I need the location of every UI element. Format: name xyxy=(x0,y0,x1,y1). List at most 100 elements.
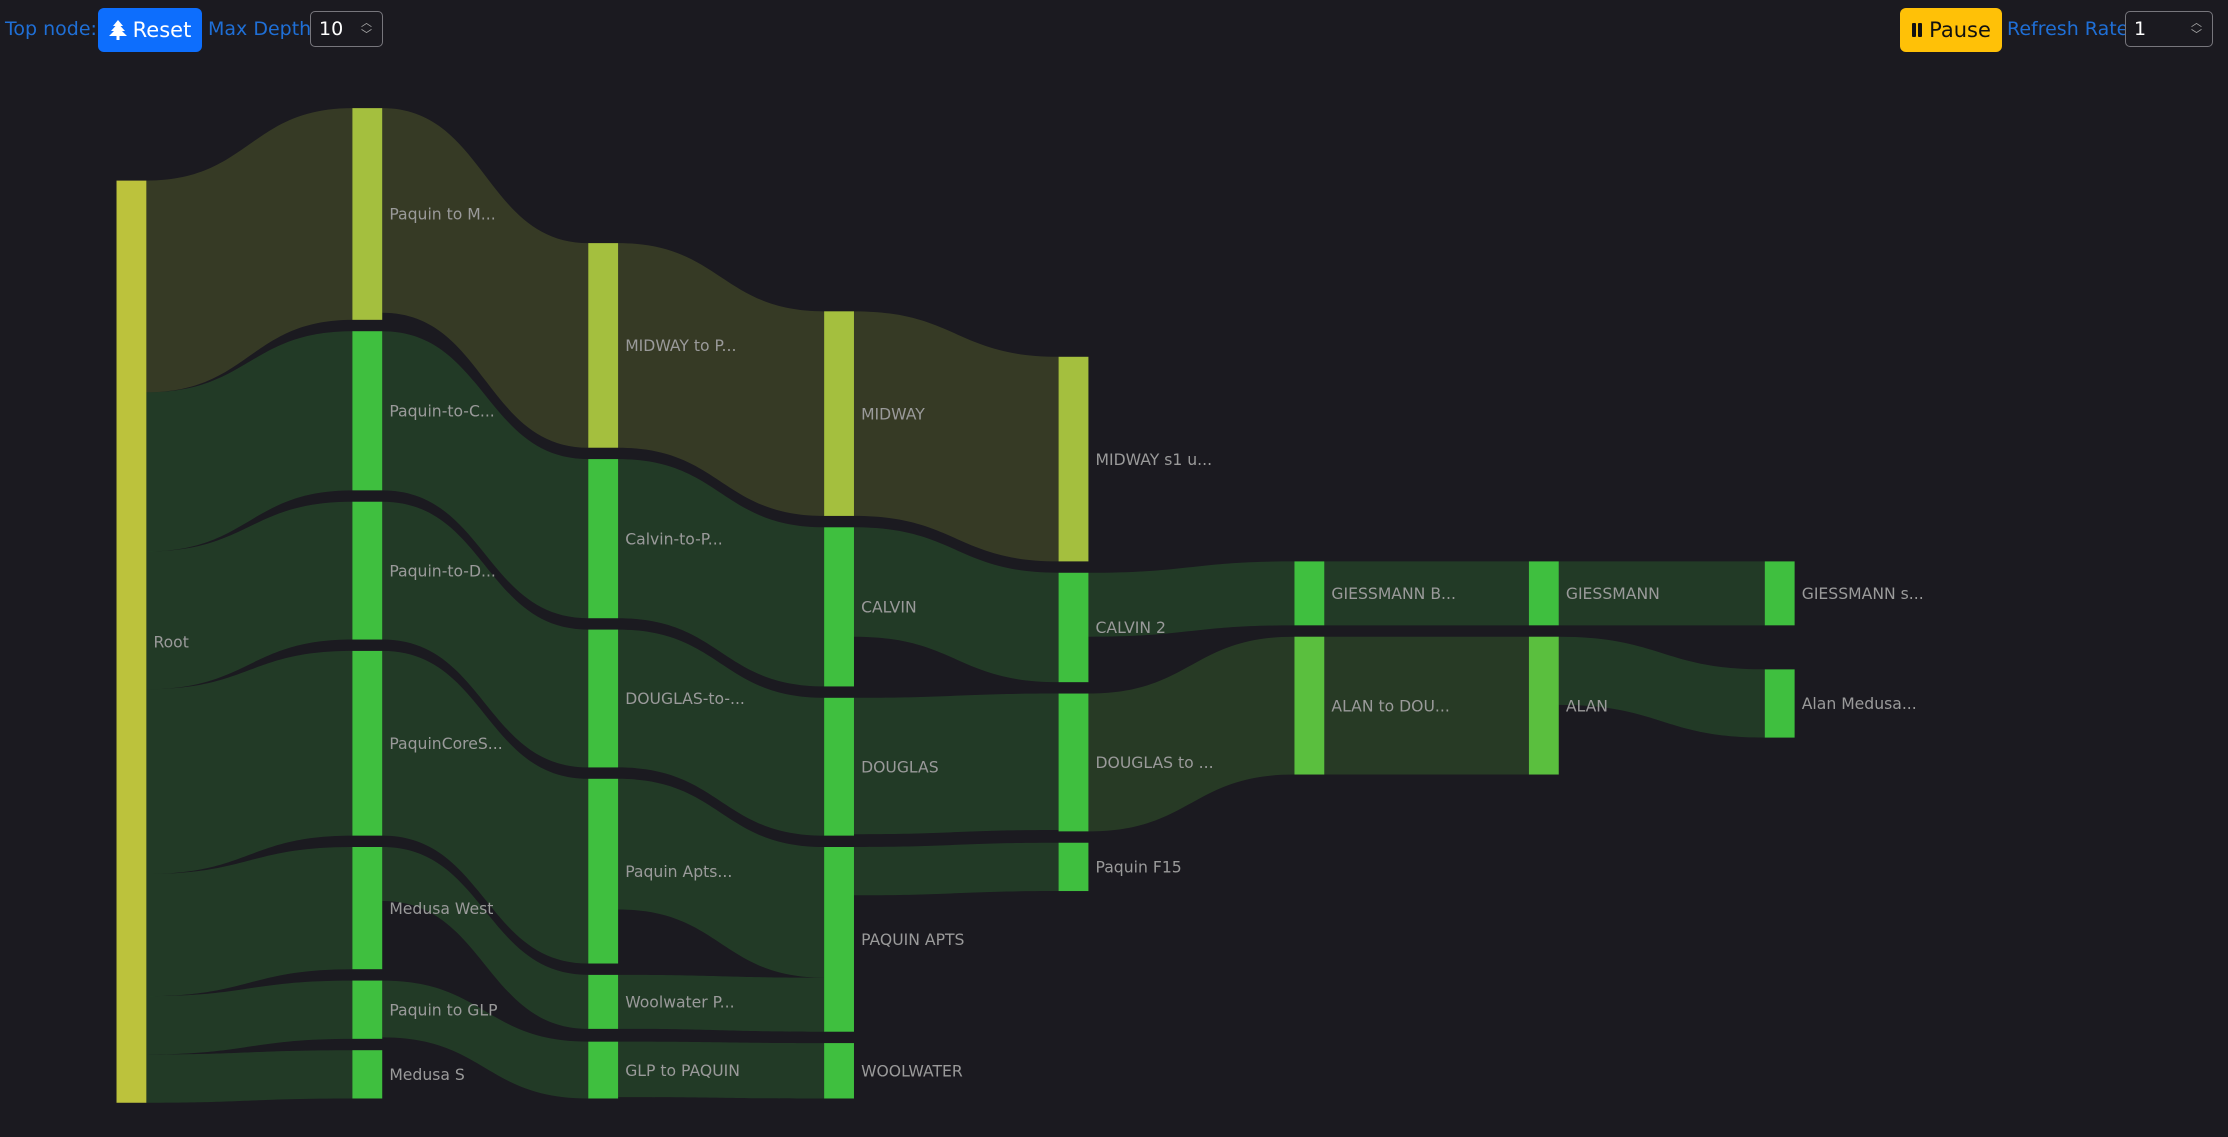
node-bar[interactable] xyxy=(352,650,383,836)
node-ms[interactable]: Medusa S xyxy=(352,1050,465,1099)
link-douglas-dto[interactable] xyxy=(853,693,1059,835)
tree-icon xyxy=(108,20,127,40)
node-bar[interactable] xyxy=(824,527,854,687)
link-root-mw[interactable] xyxy=(146,847,353,997)
node-label: WOOLWATER xyxy=(861,1061,963,1080)
node-am[interactable]: Alan Medusa... xyxy=(1764,669,1917,738)
node-bar[interactable] xyxy=(1058,842,1089,892)
link-root-pd[interactable] xyxy=(146,501,353,690)
node-bar[interactable] xyxy=(1528,561,1559,626)
links xyxy=(146,108,1765,1103)
link-root-pcs[interactable] xyxy=(146,650,353,874)
node-dto[interactable]: DOUGLAS to ... xyxy=(1058,693,1214,832)
link-pc-ctp[interactable] xyxy=(382,331,589,619)
link-pglp-glpp[interactable] xyxy=(382,980,589,1099)
node-bar[interactable] xyxy=(1058,572,1089,683)
node-dtp[interactable]: DOUGLAS-to-... xyxy=(588,629,745,768)
link-wp-paquinapts[interactable] xyxy=(618,974,825,1032)
node-bar[interactable] xyxy=(1058,693,1089,832)
node-pglp[interactable]: Paquin to GLP xyxy=(352,980,498,1039)
reset-label: Reset xyxy=(132,18,192,42)
node-pd[interactable]: Paquin-to-D... xyxy=(352,501,496,640)
node-pcs[interactable]: PaquinCoreS... xyxy=(352,650,503,836)
node-label: GLP to PAQUIN xyxy=(625,1061,740,1080)
link-root-pm[interactable] xyxy=(146,108,353,393)
refresh-rate-input[interactable]: 1 ︿ ﹀ xyxy=(2125,11,2213,47)
link-root-ms[interactable] xyxy=(146,1050,353,1103)
node-bar[interactable] xyxy=(588,243,619,448)
link-calvin2-gb[interactable] xyxy=(1088,561,1295,637)
link-mw-wp[interactable] xyxy=(382,847,589,1029)
node-label: CALVIN 2 xyxy=(1096,618,1166,637)
link-pd-dtp[interactable] xyxy=(382,501,589,768)
node-bar[interactable] xyxy=(588,629,619,768)
link-root-pglp[interactable] xyxy=(146,980,353,1055)
node-bar[interactable] xyxy=(824,697,854,836)
node-bar[interactable] xyxy=(588,778,619,964)
node-glpp[interactable]: GLP to PAQUIN xyxy=(588,1041,740,1099)
node-bar[interactable] xyxy=(588,459,619,619)
reset-button[interactable]: Reset xyxy=(98,8,202,52)
link-ctp-calvin[interactable] xyxy=(618,459,825,687)
link-pcs-pa[interactable] xyxy=(382,650,589,964)
link-pa-paquinapts[interactable] xyxy=(618,778,825,978)
max-depth-input[interactable]: 10 ︿ ﹀ xyxy=(310,11,383,47)
node-alan[interactable]: ALAN xyxy=(1528,636,1608,775)
node-bar[interactable] xyxy=(588,1041,619,1099)
node-root[interactable]: Root xyxy=(116,180,189,1103)
node-wp[interactable]: Woolwater P... xyxy=(588,974,735,1029)
link-alan-am[interactable] xyxy=(1558,636,1765,738)
node-bar[interactable] xyxy=(352,501,383,640)
pause-button[interactable]: Pause xyxy=(1900,8,2002,52)
node-mw[interactable]: Medusa West xyxy=(352,847,493,970)
node-bar[interactable] xyxy=(824,847,854,1032)
node-pc[interactable]: Paquin-to-C... xyxy=(352,331,495,491)
node-calvin2[interactable]: CALVIN 2 xyxy=(1058,572,1166,683)
link-root-pc[interactable] xyxy=(146,331,353,552)
link-midway-ms1[interactable] xyxy=(853,311,1059,562)
node-gs[interactable]: GIESSMANN s... xyxy=(1764,561,1924,626)
node-pm[interactable]: Paquin to M... xyxy=(352,108,496,320)
link-dtp-douglas[interactable] xyxy=(618,629,825,836)
node-bar[interactable] xyxy=(352,1050,383,1099)
node-ms1[interactable]: MIDWAY s1 u... xyxy=(1058,356,1213,562)
node-bar[interactable] xyxy=(588,974,619,1029)
link-calvin-calvin2[interactable] xyxy=(853,527,1059,683)
node-bar[interactable] xyxy=(116,180,147,1103)
link-pm-mtp[interactable] xyxy=(382,108,589,448)
node-bar[interactable] xyxy=(1294,636,1325,775)
max-depth-value: 10 xyxy=(319,18,344,40)
node-bar[interactable] xyxy=(1764,561,1795,626)
node-woolwater[interactable]: WOOLWATER xyxy=(824,1043,963,1099)
node-bar[interactable] xyxy=(352,331,383,491)
node-pf15[interactable]: Paquin F15 xyxy=(1058,842,1182,892)
node-bar[interactable] xyxy=(1764,669,1795,738)
node-bar[interactable] xyxy=(824,311,854,516)
node-bar[interactable] xyxy=(352,847,383,970)
node-midway[interactable]: MIDWAY xyxy=(824,311,925,516)
node-ctp[interactable]: Calvin-to-P... xyxy=(588,459,723,619)
link-paquinapts-pf15[interactable] xyxy=(853,842,1059,896)
node-pa[interactable]: Paquin Apts... xyxy=(588,778,732,964)
node-mtp[interactable]: MIDWAY to P... xyxy=(588,243,736,448)
spinner-icon[interactable]: ︿ ﹀ xyxy=(361,16,372,41)
spinner-icon[interactable]: ︿ ﹀ xyxy=(2191,16,2202,41)
node-douglas[interactable]: DOUGLAS xyxy=(824,697,939,836)
node-calvin[interactable]: CALVIN xyxy=(824,527,917,687)
link-atd-alan[interactable] xyxy=(1324,636,1529,775)
node-bar[interactable] xyxy=(352,980,383,1039)
node-bar[interactable] xyxy=(824,1043,854,1099)
node-bar[interactable] xyxy=(1058,356,1089,562)
link-giess-gs[interactable] xyxy=(1558,561,1765,626)
link-gb-giess[interactable] xyxy=(1324,561,1529,626)
node-gb[interactable]: GIESSMANN B... xyxy=(1294,561,1456,626)
node-bar[interactable] xyxy=(352,108,383,320)
node-atd[interactable]: ALAN to DOU... xyxy=(1294,636,1450,775)
link-glpp-woolwater[interactable] xyxy=(618,1041,825,1099)
link-dto-atd[interactable] xyxy=(1088,636,1295,832)
link-mtp-midway[interactable] xyxy=(618,243,825,516)
node-paquinapts[interactable]: PAQUIN APTS xyxy=(824,847,965,1032)
node-bar[interactable] xyxy=(1294,561,1325,626)
node-giess[interactable]: GIESSMANN xyxy=(1528,561,1660,626)
node-bar[interactable] xyxy=(1528,636,1559,775)
